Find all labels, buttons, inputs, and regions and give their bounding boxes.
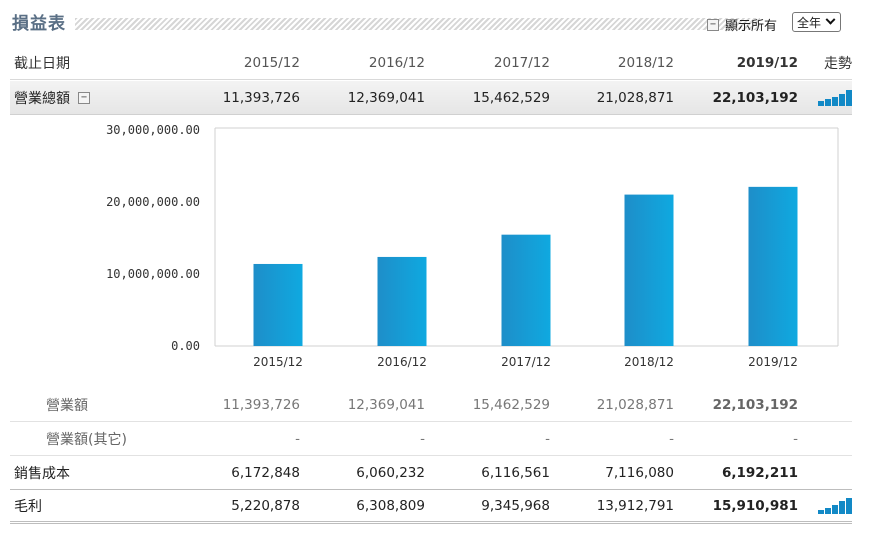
value-cell: 15,910,981 xyxy=(712,497,798,514)
revenue-label: 營業額 xyxy=(46,397,88,414)
table-row-revenue[interactable]: 營業額 11,393,726 12,369,041 15,462,529 21,… xyxy=(10,388,852,422)
table-row-cost-of-sales[interactable]: 銷售成本 6,172,848 6,060,232 6,116,561 7,116… xyxy=(10,456,852,490)
chart-bar[interactable] xyxy=(501,234,551,346)
value-cell: 21,028,871 xyxy=(596,89,674,106)
trend-column-label: 走勢 xyxy=(824,55,852,72)
x-tick-label: 2015/12 xyxy=(253,355,303,369)
revenue-bar-chart: 0.00 10,000,000.00 20,000,000.00 30,000,000… xyxy=(106,123,839,369)
y-tick-label: 10,000,000.00 xyxy=(106,267,200,281)
value-cell: 22,103,192 xyxy=(712,89,798,106)
table-row-gross-profit[interactable]: 毛利 5,220,878 6,308,809 9,345,968 13,912,… xyxy=(10,490,852,524)
title-decoration xyxy=(75,18,760,30)
value-cell: - xyxy=(295,430,300,447)
value-cell: 6,192,211 xyxy=(721,464,798,481)
collapse-icon[interactable]: − xyxy=(78,91,90,104)
value-cell: 15,462,529 xyxy=(472,396,550,413)
trend-sparkline-icon[interactable] xyxy=(818,89,852,106)
y-tick-label: 0.00 xyxy=(171,339,200,353)
collapse-icon[interactable]: − xyxy=(707,18,719,31)
show-all-control[interactable]: − 顯示所有 xyxy=(707,15,777,34)
value-cell: - xyxy=(669,430,674,447)
value-cell: 12,369,041 xyxy=(347,396,425,413)
x-tick-label: 2017/12 xyxy=(501,355,551,369)
value-cell: 13,912,791 xyxy=(596,497,674,514)
period-header: 2017/12 xyxy=(493,54,550,71)
value-cell: 6,060,232 xyxy=(356,464,425,481)
revenue-other-label: 營業額(其它) xyxy=(46,431,127,448)
gross-profit-label: 毛利 xyxy=(14,498,42,515)
x-tick-label: 2016/12 xyxy=(377,355,427,369)
table-header-row: 截止日期 2015/12 2016/12 2017/12 2018/12 201… xyxy=(10,46,852,80)
value-cell: 22,103,192 xyxy=(712,396,798,413)
x-tick-label: 2018/12 xyxy=(624,355,674,369)
value-cell: 5,220,878 xyxy=(231,497,300,514)
value-cell: 21,028,871 xyxy=(596,396,674,413)
value-cell: 6,172,848 xyxy=(231,464,300,481)
value-cell: 11,393,726 xyxy=(222,89,300,106)
period-header: 2016/12 xyxy=(368,54,425,71)
value-cell: 12,369,041 xyxy=(347,89,425,106)
trend-sparkline-icon[interactable] xyxy=(818,497,852,514)
x-tick-label: 2019/12 xyxy=(748,355,798,369)
chevron-down-icon xyxy=(825,14,836,25)
period-select-value: 全年 xyxy=(797,15,822,30)
revenue-total-label: 營業總額 xyxy=(14,90,70,107)
value-cell: - xyxy=(420,430,425,447)
row-label: 營業總額 − xyxy=(14,88,90,108)
chart-bar[interactable] xyxy=(624,194,674,346)
chart-bar[interactable] xyxy=(377,256,427,346)
table-row-revenue-total[interactable]: 營業總額 − 11,393,726 12,369,041 15,462,529 … xyxy=(10,81,852,115)
date-column-label: 截止日期 xyxy=(14,55,70,72)
value-cell: 6,116,561 xyxy=(481,464,550,481)
cost-of-sales-label: 銷售成本 xyxy=(14,465,70,482)
period-header: 2018/12 xyxy=(617,54,674,71)
income-statement-header: 損益表 − 顯示所有 全年 xyxy=(0,0,870,44)
value-cell: - xyxy=(545,430,550,447)
value-cell: 11,393,726 xyxy=(222,396,300,413)
value-cell: 7,116,080 xyxy=(605,464,674,481)
value-cell: 15,462,529 xyxy=(472,89,550,106)
page-title: 損益表 xyxy=(12,14,66,34)
value-cell: - xyxy=(793,430,798,447)
period-header: 2015/12 xyxy=(243,54,300,71)
y-tick-label: 20,000,000.00 xyxy=(106,195,200,209)
chart-bar[interactable] xyxy=(748,186,798,346)
y-tick-label: 30,000,000.00 xyxy=(106,123,200,137)
period-select[interactable]: 全年 xyxy=(792,12,841,32)
value-cell: 6,308,809 xyxy=(356,497,425,514)
period-header: 2019/12 xyxy=(736,54,798,71)
show-all-label[interactable]: 顯示所有 xyxy=(725,19,778,34)
value-cell: 9,345,968 xyxy=(481,497,550,514)
chart-bar[interactable] xyxy=(253,263,303,346)
table-row-revenue-other[interactable]: 營業額(其它) - - - - - xyxy=(10,422,852,456)
